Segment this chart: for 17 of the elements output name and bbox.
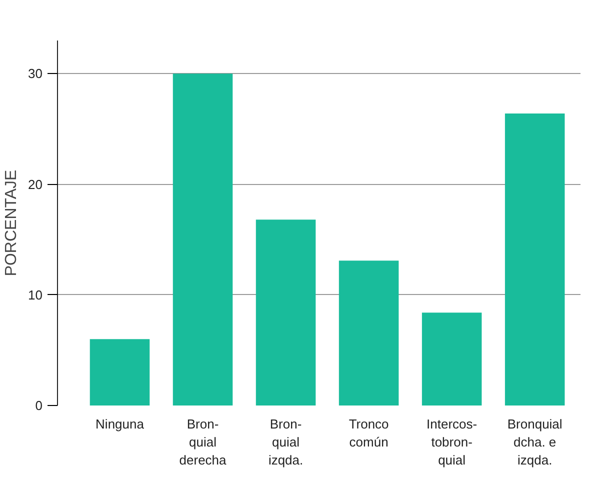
bar	[172, 74, 233, 406]
x-tick-label: Intercos- tobron- quial	[426, 416, 478, 468]
y-tick-label: 20	[28, 176, 43, 192]
y-tick-label: 30	[28, 66, 43, 82]
x-tick-label: Bronquial dcha. e izqda.	[507, 416, 562, 468]
bar	[256, 220, 316, 406]
x-tick-label: Bron- quial izqda.	[268, 416, 304, 468]
bar	[90, 339, 150, 406]
x-tick-label: Bron- quial derecha	[179, 416, 228, 468]
y-tick-label: 0	[35, 398, 43, 413]
y-tick-label: 10	[28, 287, 43, 302]
bar	[338, 260, 399, 406]
x-tick-label: Tronco común	[348, 416, 389, 450]
y-axis-title: PORCENTAJE	[3, 170, 20, 276]
bar	[504, 114, 565, 406]
x-tick-label: Ninguna	[96, 416, 145, 432]
bar	[422, 312, 482, 406]
